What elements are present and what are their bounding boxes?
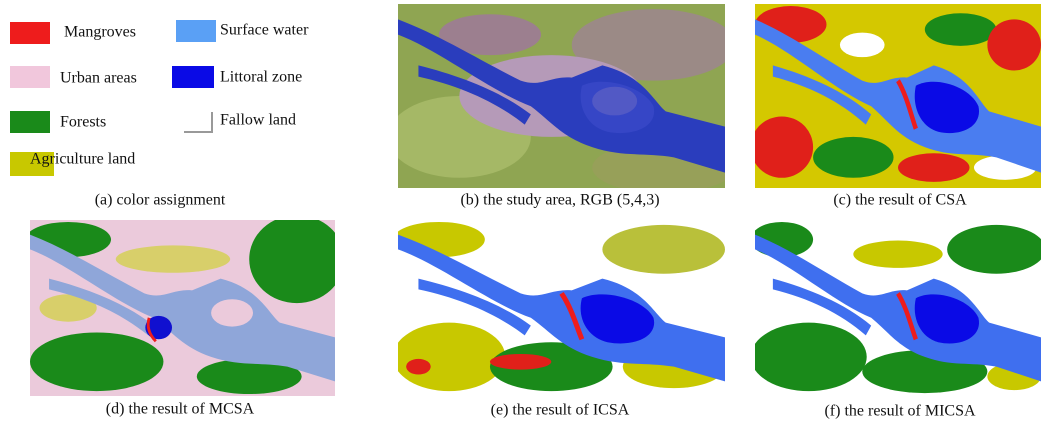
legend-label: Agriculture land [30, 151, 135, 168]
map-micsa [751, 220, 1046, 396]
caption: (f) the result of MICSA [824, 403, 976, 420]
legend-label: Littoral zone [220, 69, 302, 86]
map-study-area [388, 4, 735, 193]
legend-label: Mangroves [64, 24, 136, 41]
swatch-forests [10, 111, 50, 133]
caption: (a) color assignment [95, 192, 226, 209]
swatch-mangroves [10, 22, 50, 44]
page: {"legend": {"items": [ {"label": "Mangro… [0, 0, 1051, 428]
swatch-surface-water [176, 20, 216, 42]
caption: (c) the result of CSA [833, 192, 967, 209]
caption: (b) the study area, RGB (5,4,3) [460, 192, 659, 209]
figure: Mangroves Surface water Urban areas Litt… [0, 0, 1051, 428]
legend-label: Urban areas [60, 70, 137, 87]
map-csa [751, 4, 1041, 188]
legend-label: Surface water [220, 22, 309, 39]
map-icsa [393, 220, 725, 396]
legend-label: Forests [60, 114, 106, 131]
caption: (d) the result of MCSA [106, 401, 255, 418]
swatch-fallow [184, 112, 212, 132]
caption: (e) the result of ICSA [491, 402, 630, 419]
swatch-littoral [172, 66, 214, 88]
map-mcsa [25, 215, 344, 396]
legend-label: Fallow land [220, 112, 296, 129]
swatch-urban [10, 66, 50, 88]
legend: Mangroves Surface water Urban areas Litt… [10, 20, 309, 209]
